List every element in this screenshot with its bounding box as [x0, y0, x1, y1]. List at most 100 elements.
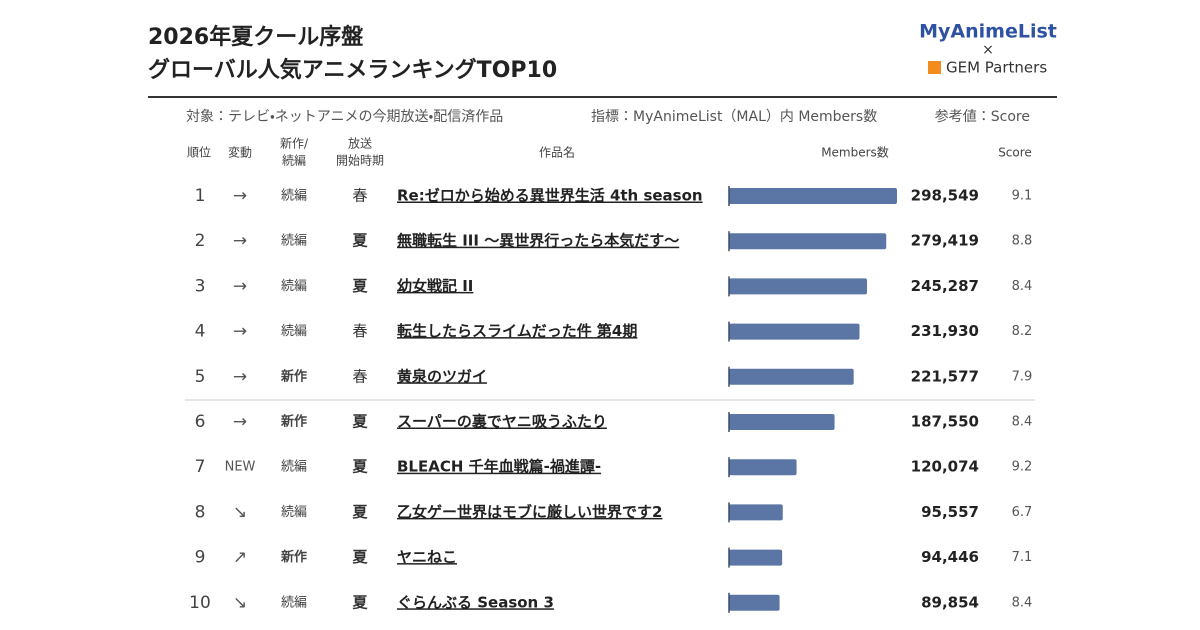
col-title: 作品名: [539, 145, 575, 160]
members: 94,446: [921, 548, 979, 566]
change: ↘: [233, 502, 247, 522]
kind: 続編: [281, 189, 307, 204]
members: 245,287: [911, 277, 979, 295]
change: →: [233, 276, 247, 296]
kind: 続編: [281, 460, 307, 475]
members-bar: [729, 323, 860, 340]
members: 89,854: [921, 593, 979, 611]
title-line1: 2026年夏クール序盤: [148, 24, 364, 50]
change: ↗: [233, 548, 247, 568]
rank: 7: [195, 457, 206, 477]
kind: 新作: [280, 414, 307, 430]
col-kind: 新作/: [280, 137, 309, 151]
kind: 新作: [280, 549, 307, 565]
col-season: 開始時期: [336, 154, 384, 168]
change: →: [233, 367, 247, 387]
members-bar: [729, 459, 797, 476]
kind: 続編: [281, 505, 307, 520]
change: →: [233, 231, 247, 251]
score: 7.9: [1012, 369, 1033, 384]
score: 9.1: [1012, 189, 1033, 204]
score: 8.4: [1012, 595, 1033, 610]
score: 8.8: [1012, 234, 1033, 249]
col-rank: 順位: [187, 146, 211, 160]
members: 120,074: [911, 458, 979, 476]
change: →: [233, 322, 247, 342]
rank: 8: [195, 502, 206, 522]
change: ↘: [233, 593, 247, 613]
kind: 続編: [281, 324, 307, 339]
members-bar: [729, 278, 868, 295]
members-bar: [729, 188, 897, 204]
members: 298,549: [911, 187, 979, 205]
anime-title: BLEACH 千年血戦篇-禍進譚-: [397, 458, 601, 476]
members: 95,557: [921, 503, 979, 521]
rank: 1: [195, 186, 206, 206]
score: 8.2: [1012, 324, 1033, 339]
score: 6.7: [1012, 505, 1033, 520]
anime-title: 転生したらスライムだった件 第4期: [397, 322, 637, 340]
logo-cross: ×: [982, 42, 994, 58]
season: 夏: [351, 548, 368, 566]
score: 7.1: [1012, 550, 1033, 565]
season: 夏: [351, 458, 368, 476]
members-bar: [729, 233, 887, 250]
subtitle-reference: 参考値：Score: [935, 109, 1030, 125]
season: 春: [352, 187, 367, 205]
rank: 3: [195, 276, 206, 296]
season: 夏: [351, 277, 368, 295]
logo-gem: GEM Partners: [946, 59, 1047, 77]
score: 9.2: [1012, 460, 1033, 475]
season: 夏: [351, 232, 368, 250]
anime-title: ヤニねこ: [397, 548, 457, 566]
rank: 5: [195, 367, 206, 387]
anime-title: ぐらんぶる Season 3: [397, 593, 554, 611]
kind: 続編: [281, 595, 307, 610]
members-bar: [729, 368, 854, 385]
col-score: Score: [998, 146, 1032, 160]
change: →: [233, 412, 247, 432]
rank: 9: [195, 548, 206, 568]
kind: 続編: [281, 279, 307, 294]
score: 8.4: [1012, 415, 1033, 430]
col-change: 変動: [228, 145, 252, 160]
change: NEW: [225, 460, 256, 475]
season: 春: [352, 322, 367, 340]
col-members: Members数: [821, 145, 889, 160]
members: 221,577: [911, 367, 979, 385]
members-bar: [729, 504, 783, 521]
kind: 新作: [280, 368, 307, 384]
anime-title: Re:ゼロから始める異世界生活 4th season: [397, 187, 703, 205]
members: 187,550: [911, 413, 979, 431]
logo-square: [928, 61, 941, 74]
change: →: [233, 186, 247, 206]
members-bar: [729, 414, 835, 430]
season: 春: [352, 367, 367, 385]
anime-title: 黄泉のツガイ: [397, 367, 487, 385]
season: 夏: [351, 503, 368, 521]
col-season: 放送: [348, 136, 372, 151]
anime-title: 無職転生 III ～異世界行ったら本気だす～: [397, 232, 679, 250]
anime-title: スーパーの裏でヤニ吸うふたり: [397, 413, 607, 431]
anime-title: 幼女戦記 II: [397, 277, 473, 295]
members-bar: [729, 549, 783, 566]
members-bar: [729, 594, 780, 611]
rank: 4: [195, 322, 206, 342]
season: 夏: [351, 413, 368, 431]
rank: 10: [189, 593, 211, 613]
logo-mal: MyAnimeList: [919, 21, 1057, 43]
anime-title: 乙女ゲー世界はモブに厳しい世界です2: [397, 503, 662, 521]
col-kind: 続編: [282, 154, 306, 168]
kind: 続編: [281, 234, 307, 249]
rank: 2: [195, 231, 206, 251]
score: 8.4: [1012, 279, 1033, 294]
members: 279,419: [911, 232, 979, 250]
members: 231,930: [911, 322, 979, 340]
title-line2: グローバル人気アニメランキングTOP10: [148, 57, 557, 83]
subtitle-metric: 指標：MyAnimeList（MAL）内 Members数: [591, 109, 877, 125]
rank: 6: [195, 412, 206, 432]
season: 夏: [351, 593, 368, 611]
